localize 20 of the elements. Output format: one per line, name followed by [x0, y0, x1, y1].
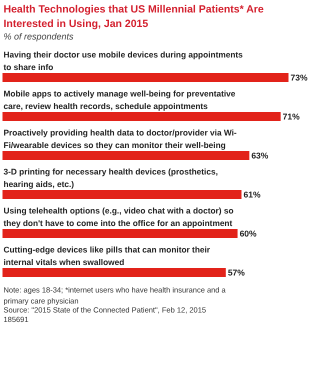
- y-tick-label: Mobile apps to actively manage well-being for preventative care, review health records, schedule appointments: [4, 88, 236, 111]
- data-label: 60%: [240, 228, 258, 238]
- bar: [2, 229, 238, 238]
- y-tick-label: 3-D printing for necessary health devices (prosthetics, hearing aids, etc.): [4, 166, 218, 189]
- bar: [2, 73, 288, 82]
- y-tick-label: Cutting-edge devices like pills that can monitor their internal vitals when swallowed: [4, 244, 211, 267]
- bar: [2, 151, 250, 160]
- bar: [2, 190, 242, 199]
- chart-subtitle: % of respondents: [4, 32, 74, 42]
- data-label: 57%: [228, 268, 246, 278]
- data-label: 61%: [243, 190, 261, 200]
- data-label: 63%: [251, 150, 269, 160]
- y-tick-label: Having their doctor use mobile devices during appointments to share info: [4, 50, 244, 72]
- bar: [2, 268, 226, 277]
- y-tick-label: Using telehealth options (e.g., video chat with a doctor) so they don't have to come into the office for an appointment: [4, 206, 234, 228]
- data-label: 73%: [290, 72, 308, 82]
- chart-title: Health Technologies that US Millennial Patients* Are Interested in Using, Jan 2015: [4, 4, 264, 30]
- bar: [2, 112, 281, 121]
- y-tick-label: Proactively providing health data to doctor/provider via Wi-Fi/wearable devices so they can monitor their well-being: [4, 128, 237, 150]
- data-label: 71%: [282, 112, 300, 122]
